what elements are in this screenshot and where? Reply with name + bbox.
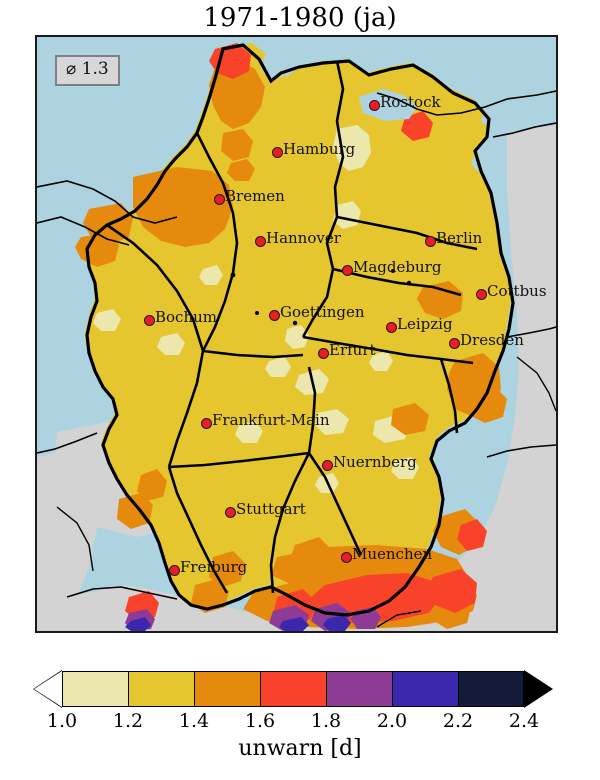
city-dot-icon [369, 100, 380, 111]
colorbar-panel: 1.0 1.2 1.4 1.6 1.8 2.0 2.2 2.4 unwarn [d] [0, 660, 600, 780]
city-label: Goettingen [280, 303, 365, 321]
colorbar-tick-4: 1.8 [310, 710, 342, 732]
city-label: Stuttgart [236, 500, 306, 518]
map-panel: ⌀ 1.3 Rostock Hamburg Bremen Hannover Berlin… [35, 35, 558, 633]
city-label: Erfurt [329, 341, 376, 359]
city-dot-icon [169, 565, 180, 576]
colorbar-tick-2: 1.4 [178, 710, 210, 732]
city-dot-icon [341, 552, 352, 563]
germany-choropleth-map [37, 37, 556, 631]
colorbar-tick-labels: 1.0 1.2 1.4 1.6 1.8 2.0 2.2 2.4 [0, 710, 600, 736]
page-title: 1971-1980 (ja) [203, 3, 397, 33]
colorbar-band-5 [392, 671, 458, 707]
city-dot-icon [201, 418, 212, 429]
city-dot-icon [255, 236, 266, 247]
city-dot-icon [318, 348, 329, 359]
colorbar-band-6 [458, 671, 524, 707]
city-label: Cottbus [487, 282, 547, 300]
city-label: Freiburg [180, 558, 248, 576]
national-border [85, 43, 515, 617]
colorbar-tick-0: 1.0 [46, 710, 78, 732]
city-label: Leipzig [397, 315, 453, 333]
colorbar [33, 670, 553, 708]
city-label: Magdeburg [353, 258, 442, 276]
city-label: Frankfurt-Main [212, 411, 330, 429]
colorbar-under-arrow [34, 671, 62, 707]
city-label: Rostock [380, 93, 441, 111]
city-label: Berlin [436, 229, 483, 247]
colorbar-tick-6: 2.2 [442, 710, 474, 732]
city-dot-icon [476, 289, 487, 300]
city-label: Dresden [460, 331, 524, 349]
city-label: Muenchen [352, 545, 433, 563]
colorbar-tick-3: 1.6 [244, 710, 276, 732]
colorbar-over-arrow [524, 670, 553, 708]
neighbor-land-east [337, 125, 556, 631]
islands-and-lakes [230, 269, 412, 326]
city-dot-icon [322, 460, 333, 471]
colorbar-tick-1: 1.2 [112, 710, 144, 732]
band-2.0-2.2-patches [125, 615, 351, 631]
colorbar-axis-label: unwarn [d] [238, 736, 362, 761]
city-dot-icon [144, 315, 155, 326]
city-dot-icon [342, 265, 353, 276]
city-label: Nuernberg [333, 453, 417, 471]
colorbar-band-2 [194, 671, 260, 707]
city-dot-icon [225, 507, 236, 518]
colorbar-tick-5: 2.0 [376, 710, 408, 732]
city-label: Bremen [225, 187, 285, 205]
city-dot-icon [425, 236, 436, 247]
colorbar-band-4 [326, 671, 392, 707]
city-dot-icon [449, 338, 460, 349]
neighbor-internal-borders [56, 356, 556, 628]
city-dot-icon [214, 194, 225, 205]
city-label: Hamburg [283, 140, 356, 158]
colorbar-band-1 [128, 671, 194, 707]
coastline-detail [37, 90, 556, 600]
city-label: Bochum [155, 308, 217, 326]
average-value-badge: ⌀ 1.3 [55, 55, 120, 86]
city-label: Hannover [266, 229, 341, 247]
state-boundaries [106, 60, 478, 594]
colorbar-band-0 [62, 671, 128, 707]
average-value-text: ⌀ 1.3 [66, 59, 109, 79]
colorbar-band-3 [260, 671, 326, 707]
colorbar-tick-7: 2.4 [508, 710, 540, 732]
city-dot-icon [272, 147, 283, 158]
city-dot-icon [269, 310, 280, 321]
city-dot-icon [386, 322, 397, 333]
